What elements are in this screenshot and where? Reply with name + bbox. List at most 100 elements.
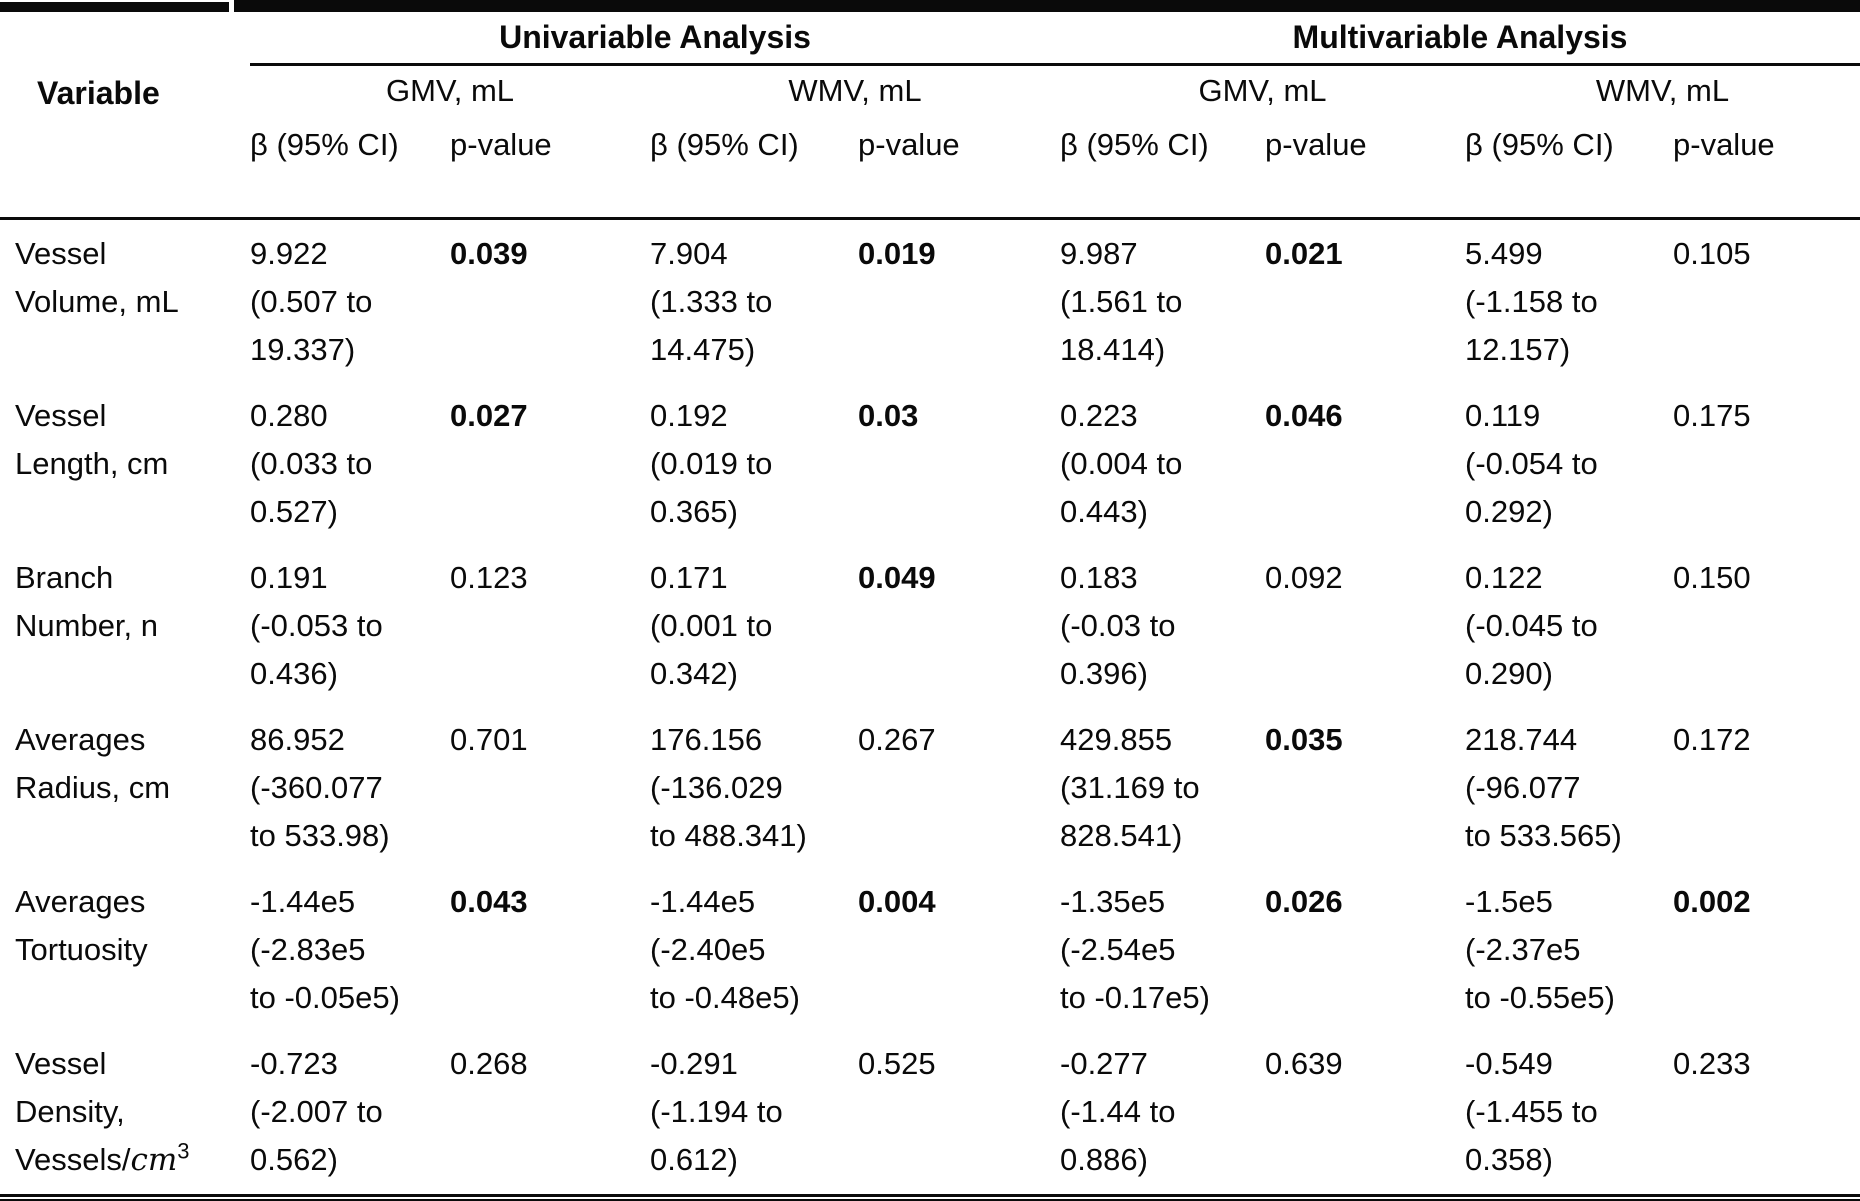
group-underline-rule: [250, 63, 1860, 66]
top-rule-left-segment: [0, 2, 229, 12]
cell-line: 0.527): [250, 494, 338, 529]
cell-line: 7.904: [650, 236, 728, 271]
cell-line: (-2.40e5: [650, 932, 766, 967]
cell-line: -0.277: [1060, 1046, 1148, 1081]
multivariable-analysis-header: Multivariable Analysis: [1292, 19, 1628, 55]
cell-line: (-2.37e5: [1465, 932, 1581, 967]
p-value-cell: 0.105: [1673, 236, 1751, 271]
p-value-cell: 0.046: [1265, 398, 1343, 433]
variable-column-header: Variable: [37, 75, 160, 111]
beta-ci-cell: 0.280 (0.033 to 0.527): [250, 382, 450, 544]
p-value-column-header: p-value: [1673, 127, 1775, 162]
top-rule-right-segment: [234, 0, 1860, 12]
cell-line: 0.119: [1465, 398, 1541, 433]
cell-line: -1.5e5: [1465, 884, 1553, 919]
cell-line: Density,: [15, 1094, 125, 1129]
cell-line: 0.171: [650, 560, 728, 595]
cell-line: Length, cm: [15, 446, 169, 481]
cell-line: 14.475): [650, 332, 756, 367]
p-value-cell: 0.039: [450, 236, 528, 271]
cell-line: (0.019 to: [650, 446, 773, 481]
p-value-cell: 0.123: [450, 560, 528, 595]
beta-ci-column-header: β (95% CI): [1060, 127, 1209, 162]
multi-wmv-subheader: WMV, mL: [1595, 72, 1730, 108]
p-value-cell: 0.150: [1673, 560, 1751, 595]
cell-line: to 533.98): [250, 818, 390, 853]
cell-line: 19.337): [250, 332, 356, 367]
cell-line: Vessels/cm3: [15, 1138, 190, 1178]
variable-cell: Vessel Length, cm: [15, 382, 250, 544]
multi-gmv-subheader: GMV, mL: [1198, 72, 1327, 108]
cell-line: 0.223: [1060, 398, 1138, 433]
cell-line: 429.855: [1060, 722, 1173, 757]
cell-line: (1.333 to: [650, 284, 773, 319]
cell-line: 176.156: [650, 722, 763, 757]
cell-line: 218.744: [1465, 722, 1578, 757]
p-value-cell: 0.639: [1265, 1046, 1343, 1081]
cell-line: (-1.194 to: [650, 1094, 783, 1129]
cell-line: 0.365): [650, 494, 738, 529]
cell-line: 0.342): [650, 656, 738, 691]
cell-line: (-2.54e5: [1060, 932, 1176, 967]
p-value-cell: 0.021: [1265, 236, 1343, 271]
cell-line: 86.952: [250, 722, 345, 757]
cell-line: (31.169 to: [1060, 770, 1200, 805]
cell-line: 9.987: [1060, 236, 1138, 271]
beta-ci-column-header: β (95% CI): [650, 127, 799, 162]
cell-line: (-0.045 to: [1465, 608, 1598, 643]
cell-line: to 488.341): [650, 818, 807, 853]
cell-line: (0.033 to: [250, 446, 373, 481]
p-value-cell: 0.027: [450, 398, 528, 433]
cell-line: to -0.17e5): [1060, 980, 1210, 1015]
cell-line: (-0.054 to: [1465, 446, 1598, 481]
cell-line: 0.122: [1465, 560, 1543, 595]
cell-line: 0.886): [1060, 1142, 1148, 1177]
cell-line: to -0.05e5): [250, 980, 400, 1015]
p-value-cell: 0.043: [450, 884, 528, 919]
table-bottom-rule: [0, 1194, 1860, 1201]
p-value-cell: 0.175: [1673, 398, 1751, 433]
cell-line: (-1.44 to: [1060, 1094, 1176, 1129]
beta-ci-cell: -1.35e5 (-2.54e5 to -0.17e5): [1060, 868, 1265, 1030]
p-value-cell: 0.172: [1673, 722, 1751, 757]
cell-line: 9.922: [250, 236, 328, 271]
beta-ci-cell: 0.191 (-0.053 to 0.436): [250, 544, 450, 706]
cell-line: 0.280: [250, 398, 328, 433]
beta-ci-cell: 9.922 (0.507 to 19.337): [250, 220, 450, 382]
p-value-cell: 0.03: [858, 398, 919, 433]
beta-ci-cell: 9.987 (1.561 to 18.414): [1060, 220, 1265, 382]
variable-cell: Branch Number, n: [15, 544, 250, 706]
cell-line: (-0.03 to: [1060, 608, 1176, 643]
beta-ci-column-header: β (95% CI): [250, 127, 399, 162]
p-value-cell: 0.002: [1673, 884, 1751, 919]
beta-ci-cell: 0.171 (0.001 to 0.342): [650, 544, 858, 706]
beta-ci-cell: -1.44e5 (-2.40e5 to -0.48e5): [650, 868, 858, 1030]
variable-cell: Averages Radius, cm: [15, 706, 250, 868]
cell-line: Radius, cm: [15, 770, 171, 805]
cell-line: 12.157): [1465, 332, 1571, 367]
p-value-cell: 0.004: [858, 884, 936, 919]
cell-line: Averages: [15, 884, 146, 919]
p-value-column-header: p-value: [450, 127, 552, 162]
p-value-column-header: p-value: [1265, 127, 1367, 162]
cell-line: Vessel: [15, 1046, 107, 1081]
cell-line: (-2.83e5: [250, 932, 366, 967]
uni-wmv-subheader: WMV, mL: [788, 72, 922, 108]
p-value-cell: 0.525: [858, 1046, 936, 1081]
beta-ci-cell: 86.952 (-360.077 to 533.98): [250, 706, 450, 868]
p-value-cell: 0.026: [1265, 884, 1343, 919]
p-value-cell: 0.267: [858, 722, 936, 757]
beta-ci-cell: -1.5e5 (-2.37e5 to -0.55e5): [1465, 868, 1673, 1030]
beta-ci-cell: -0.291 (-1.194 to 0.612): [650, 1030, 858, 1192]
cell-line: (-0.053 to: [250, 608, 383, 643]
cell-line: 0.192: [650, 398, 728, 433]
variable-cell: Vessel Density, Vessels/cm3: [15, 1030, 250, 1192]
cell-line: -1.35e5: [1060, 884, 1166, 919]
cell-line: 828.541): [1060, 818, 1183, 853]
variable-cell: Averages Tortuosity: [15, 868, 250, 1030]
table-body: Vessel Volume, mL 9.922 (0.507 to 19.337) 0.0…: [0, 220, 1860, 1192]
cell-line: (0.001 to: [650, 608, 773, 643]
cell-line: 0.191: [250, 560, 328, 595]
beta-ci-cell: 0.192 (0.019 to 0.365): [650, 382, 858, 544]
